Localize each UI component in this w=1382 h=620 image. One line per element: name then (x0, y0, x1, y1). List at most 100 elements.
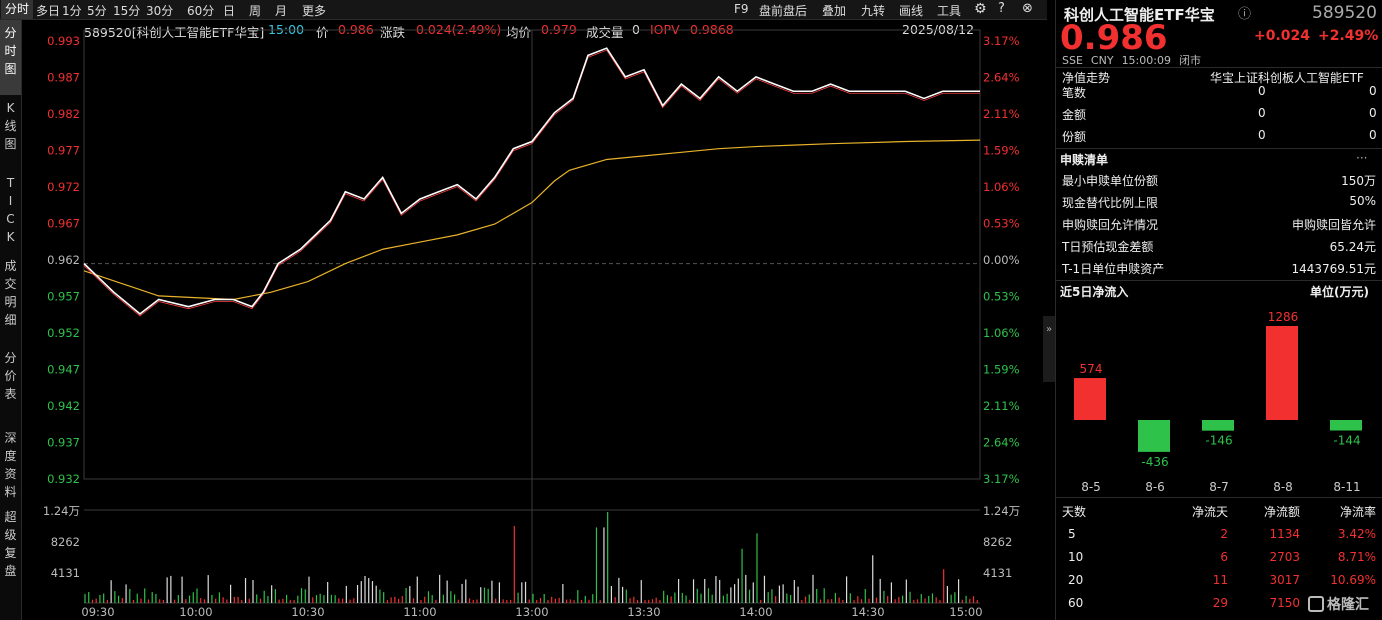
stats-cell: 10.69% (1330, 573, 1376, 587)
sidebar-item-4[interactable]: 分价表 (4, 351, 17, 401)
list-row-label: 现金替代比例上限 (1062, 196, 1159, 210)
pct-tick: 0.53% (983, 290, 1020, 304)
help-icon[interactable]: ? (998, 1, 1005, 16)
flow-value: 574 (1080, 362, 1103, 376)
big-price: 0.986 (1060, 18, 1168, 58)
vol-tick-right: 8262 (983, 535, 1012, 549)
tab-8[interactable]: 周 (249, 4, 262, 18)
logo-icon (1308, 596, 1324, 612)
stats-cell: 10 (1068, 550, 1084, 564)
tab-6[interactable]: 60分 (187, 4, 215, 18)
stats-cell: 1134 (1269, 527, 1300, 541)
pct-tick: 0.53% (983, 217, 1020, 231)
tab-2[interactable]: 1分 (62, 4, 82, 18)
time-tick: 14:00 (739, 605, 772, 619)
time-tick: 10:00 (179, 605, 212, 619)
tab-9[interactable]: 月 (275, 4, 288, 18)
pct-tick: 1.06% (983, 180, 1020, 194)
stats-cell: 20 (1068, 573, 1084, 587)
price-tick: 0.957 (47, 290, 80, 304)
pct-tick: 0.00% (983, 253, 1020, 267)
flow-title: 近5日净流入 (1060, 285, 1129, 299)
pct-tick: 3.17% (983, 472, 1020, 486)
price-tick: 0.962 (47, 253, 80, 267)
nav-trend-label[interactable]: 净值走势 (1062, 71, 1111, 85)
flow-date: 8-5 (1081, 480, 1101, 494)
flow-bar (1266, 326, 1298, 420)
vol-label: 成交量 (586, 25, 624, 40)
list-row-value: 1443769.51元 (1291, 262, 1376, 276)
flow-bar (1074, 378, 1106, 420)
toolbar-btn-0[interactable]: F9 (734, 2, 749, 16)
collapse-panel-button[interactable]: » (1043, 316, 1055, 382)
tab-0[interactable]: 分时 (1, 0, 34, 19)
tab-3[interactable]: 5分 (87, 4, 107, 18)
meta-0: SSE (1062, 54, 1083, 67)
close-icon[interactable]: ⊗ (1022, 1, 1033, 16)
pct-tick: 1.06% (983, 326, 1020, 340)
count-row-label: 金额 (1062, 108, 1087, 122)
flow-value: -144 (1333, 434, 1360, 448)
period-toolbar: 分时 多日 1分 5分 15分 30分 60分日周月更多 F9 盘前盘后 叠加 九转 画线 工具 ⚙? ⊗ (0, 0, 1047, 20)
fund-title: 科创人工智能ETF华宝 (1064, 6, 1215, 24)
vol-tick-left: 1.24万 (43, 504, 80, 518)
count-row-val-1: 0 (1258, 106, 1266, 120)
sidebar-item-5[interactable]: 深度资料 (4, 431, 17, 499)
stats-cell: 8.71% (1337, 550, 1376, 564)
stats-cell: 29 (1212, 596, 1228, 610)
flow-unit: 单位(万元) (1310, 285, 1369, 299)
toolbar-btn-1[interactable]: 盘前盘后 (759, 4, 808, 18)
list-row-value: 150万 (1341, 174, 1376, 188)
tab-1[interactable]: 多日 (36, 4, 61, 18)
price-tick: 0.932 (47, 472, 80, 486)
flow-date: 8-11 (1333, 480, 1360, 494)
pct-tick: 2.11% (983, 399, 1020, 413)
meta-3: 闭市 (1178, 54, 1201, 67)
stats-cell: 3017 (1269, 573, 1300, 587)
count-row-label: 笔数 (1062, 86, 1087, 100)
vol-tick-right: 4131 (983, 566, 1012, 580)
sidebar-item-0[interactable]: 分时图 (0, 20, 21, 95)
stats-cell: 3.42% (1337, 527, 1376, 541)
gelonghui-logo: 格隆汇 (1308, 594, 1369, 614)
toolbar-btn-3[interactable]: 九转 (861, 4, 886, 18)
logo-text: 格隆汇 (1327, 597, 1369, 613)
pct-tick: 2.64% (983, 71, 1020, 85)
list-row-value: 50% (1349, 194, 1376, 208)
code-name: 589520[科创人工智能ETF华宝] (84, 25, 265, 40)
flow-value: -146 (1205, 434, 1232, 448)
price-line (83, 47, 980, 315)
toolbar-btn-5[interactable]: 工具 (937, 4, 962, 18)
list-row-label: T-1日单位申赎资产 (1062, 262, 1165, 276)
list-row-label: 最小申赎单位份额 (1062, 174, 1159, 188)
net-inflow-chart: 574 8-5 -436 8-6 -146 8-7 1286 8-8 -144 8-11 (1074, 310, 1362, 494)
pct-tick: 2.64% (983, 436, 1020, 450)
tab-4[interactable]: 15分 (113, 4, 141, 18)
info-circle-icon[interactable]: ⓘ (1238, 7, 1252, 22)
right-panel: 科创人工智能ETF华宝 ⓘ 589520 0.986 +0.024 +2.49%… (1055, 0, 1382, 620)
stats-cell: 11 (1212, 573, 1228, 587)
flow-value: 1286 (1268, 310, 1299, 324)
change-pct: +2.49% (1318, 28, 1379, 44)
flow-bar (1202, 420, 1234, 431)
tab-7[interactable]: 日 (223, 4, 236, 18)
stats-head-1: 净流天 (1191, 505, 1228, 519)
tab-5[interactable]: 30分 (146, 4, 174, 18)
more-icon[interactable]: ··· (1356, 151, 1368, 165)
stats-cell: 6 (1220, 550, 1228, 564)
price-label: 价 (316, 25, 329, 40)
toolbar-btn-2[interactable]: 叠加 (822, 4, 847, 18)
change-label: 涨跌 (380, 25, 406, 40)
tab-10[interactable]: 更多 (302, 4, 327, 18)
intraday-chart[interactable]: 0.993 3.17% 0.987 2.64% 0.982 2.11% 0.977 1.59%… (0, 0, 1043, 620)
sidebar-item-6[interactable]: 超级复盘 (4, 510, 17, 578)
settings-icon[interactable]: ⚙ (974, 1, 987, 17)
sidebar-item-3[interactable]: 成交明细 (4, 259, 17, 327)
list-title: 申赎清单 (1060, 153, 1109, 167)
toolbar-btn-4[interactable]: 画线 (899, 4, 924, 18)
market-meta: SSE CNY 15:00:09 闭市 (1062, 52, 1209, 68)
price-tick: 0.987 (47, 71, 80, 85)
